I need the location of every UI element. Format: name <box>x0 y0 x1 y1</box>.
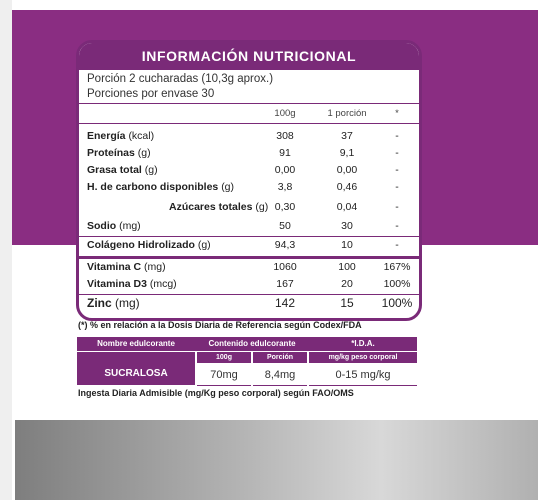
panel-title: INFORMACIÓN NUTRICIONAL <box>79 43 419 70</box>
table-row: H. de carbono disponibles (g) 3,8 0,46- <box>87 181 399 193</box>
divider <box>79 103 419 104</box>
sweetener-header-bar <box>77 337 417 351</box>
divider <box>79 294 419 295</box>
top-white-strip <box>12 0 538 10</box>
subheader-100g: 100g <box>197 352 251 363</box>
divider <box>79 236 419 237</box>
table-row: Proteínas (g) 91 9,1- <box>87 147 399 159</box>
serving-info: Porción 2 cucharadas (10,3g aprox.) Porc… <box>79 70 419 104</box>
header-ida: *I.D.A. <box>351 339 375 348</box>
column-headers: 100g 1 porción * <box>79 105 419 122</box>
table-row: Sodio (mg) 50 30- <box>87 220 399 232</box>
sweetener-100g-value: 70mg <box>197 365 251 386</box>
ida-footnote: (*) % en relación a la Dosis Diaria de R… <box>78 320 362 330</box>
sweetener-ida-value: 0-15 mg/kg <box>309 365 417 386</box>
sweetener-portion-value: 8,4mg <box>253 365 307 386</box>
left-edge-bar <box>0 0 12 500</box>
subheader-portion: Porción <box>253 352 307 363</box>
sweetener-table: Nombre edulcorante Contenido edulcorante… <box>77 337 417 386</box>
divider <box>79 123 419 124</box>
col-header-100g: 100g <box>274 108 296 119</box>
portions-per-container-text: Porciones por envase 30 <box>87 88 215 100</box>
gray-gradient-band <box>15 420 538 500</box>
subheader-ida: mg/kg peso corporal <box>309 352 417 363</box>
header-sweetener-content: Contenido edulcorante <box>208 339 296 348</box>
col-header-portion: 1 porción <box>327 108 367 119</box>
sweetener-name: SUCRALOSA <box>77 352 195 385</box>
table-row: Energía (kcal) 308 37- <box>87 130 399 142</box>
table-row: Grasa total (g) 0,00 0,00- <box>87 164 399 176</box>
table-row: Vitamina D3 (mcg) 167 20 100% <box>87 278 411 290</box>
table-row: Colágeno Hidrolizado (g) 94,3 10- <box>87 239 399 251</box>
col-header-ida: * <box>395 108 399 119</box>
header-sweetener-name: Nombre edulcorante <box>97 339 175 348</box>
table-row: Vitamina C (mg) 1060 100 167% <box>87 261 411 273</box>
portion-text: Porción 2 cucharadas (10,3g aprox.) <box>87 73 274 85</box>
ida-note: Ingesta Diaria Admisible (mg/Kg peso cor… <box>78 388 354 398</box>
divider <box>79 256 419 259</box>
table-row: Zinc (mg) 142 15 100% <box>87 296 413 310</box>
nutrition-facts-panel: INFORMACIÓN NUTRICIONAL Porción 2 cuchar… <box>76 40 422 321</box>
table-row: Azúcares totales (g) 0,30 0,04- <box>169 201 399 213</box>
